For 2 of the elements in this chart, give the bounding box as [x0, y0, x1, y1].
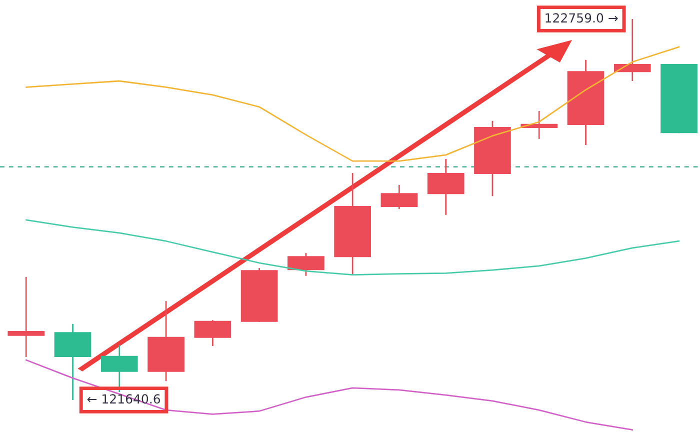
candlestick	[8, 276, 45, 358]
annotation: 122759.0 →	[546, 13, 618, 23]
